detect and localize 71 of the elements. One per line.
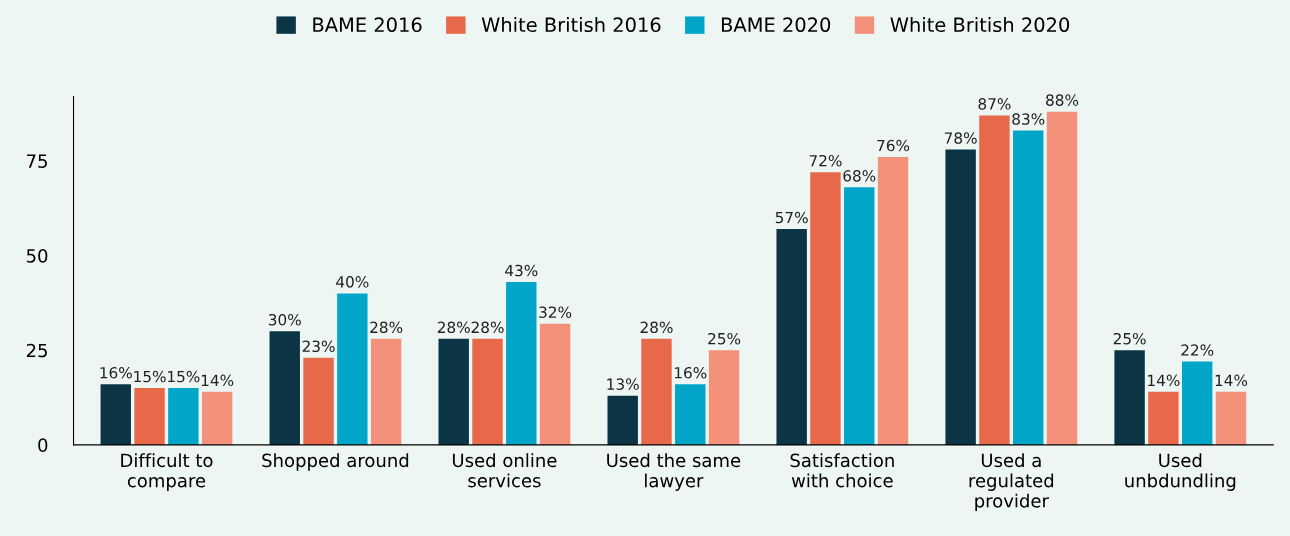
x-tick-label: Used a regulated provider bbox=[969, 453, 1054, 512]
data-label: 72% bbox=[809, 154, 842, 167]
x-tick-label: Difficult to compare bbox=[121, 453, 213, 491]
data-label: 15% bbox=[168, 370, 200, 383]
y-tick-label: 0 bbox=[38, 438, 48, 452]
data-label: 83% bbox=[1012, 113, 1045, 125]
data-label: 32% bbox=[539, 306, 572, 318]
legend-label: BAME 2016 bbox=[313, 17, 422, 33]
data-label: 87% bbox=[978, 98, 1011, 110]
bar bbox=[269, 331, 300, 445]
bar bbox=[844, 187, 875, 445]
x-tick-label: Shopped around bbox=[262, 453, 409, 471]
y-tick-label: 25 bbox=[26, 343, 47, 358]
data-label: 15% bbox=[134, 370, 166, 383]
x-tick-label: Used the same lawyer bbox=[607, 453, 741, 491]
bar bbox=[675, 384, 706, 445]
bar bbox=[303, 357, 334, 445]
bar bbox=[1215, 391, 1247, 445]
data-label: 76% bbox=[877, 139, 910, 152]
bar bbox=[337, 293, 368, 445]
legend-label: White British 2020 bbox=[890, 17, 1070, 33]
data-label: 30% bbox=[268, 313, 301, 326]
bar bbox=[641, 338, 672, 445]
data-label: 28% bbox=[471, 321, 504, 334]
data-label: 16% bbox=[674, 366, 707, 379]
data-label: 28% bbox=[437, 321, 470, 334]
bar bbox=[1181, 361, 1213, 445]
data-label: 13% bbox=[607, 378, 639, 390]
data-label: 25% bbox=[708, 332, 741, 345]
data-label: 43% bbox=[505, 264, 538, 277]
data-label: 28% bbox=[370, 321, 403, 334]
bar bbox=[1013, 130, 1044, 445]
data-label: 88% bbox=[1046, 94, 1079, 106]
bar bbox=[438, 338, 469, 445]
bar bbox=[979, 115, 1010, 445]
legend-label: White British 2016 bbox=[481, 17, 661, 33]
data-label: 22% bbox=[1181, 344, 1214, 356]
bar bbox=[506, 282, 537, 445]
bar bbox=[201, 391, 233, 445]
bar bbox=[1046, 111, 1078, 445]
y-tick-label: 75 bbox=[27, 154, 47, 168]
data-label: 57% bbox=[775, 211, 808, 224]
data-label: 23% bbox=[302, 340, 335, 353]
data-label: 14% bbox=[1215, 374, 1248, 387]
x-tick-label: Used online services bbox=[452, 453, 557, 488]
data-label: 40% bbox=[336, 276, 369, 288]
x-tick-label: Used unbdundling bbox=[1125, 453, 1236, 491]
data-label: 28% bbox=[640, 321, 673, 334]
bar bbox=[100, 384, 131, 445]
bar bbox=[472, 338, 503, 445]
bar bbox=[708, 350, 740, 445]
data-label: 16% bbox=[100, 366, 132, 379]
bar bbox=[370, 338, 402, 445]
bar bbox=[1148, 391, 1179, 445]
bar bbox=[134, 388, 165, 445]
x-tick-label: Satisfaction with choice bbox=[790, 453, 894, 488]
bar bbox=[607, 395, 638, 445]
bar bbox=[539, 323, 571, 445]
data-label: 78% bbox=[944, 132, 977, 144]
data-label: 14% bbox=[1148, 374, 1180, 387]
bar bbox=[877, 157, 909, 445]
data-label: 25% bbox=[1113, 332, 1146, 345]
bar bbox=[168, 388, 199, 445]
data-label: 68% bbox=[843, 170, 876, 182]
bar bbox=[810, 172, 841, 445]
bar bbox=[1114, 350, 1145, 445]
bar bbox=[776, 229, 807, 445]
data-label: 14% bbox=[201, 374, 234, 387]
bar bbox=[945, 149, 976, 445]
y-tick-label: 50 bbox=[26, 248, 48, 263]
legend-label: BAME 2020 bbox=[721, 17, 831, 33]
